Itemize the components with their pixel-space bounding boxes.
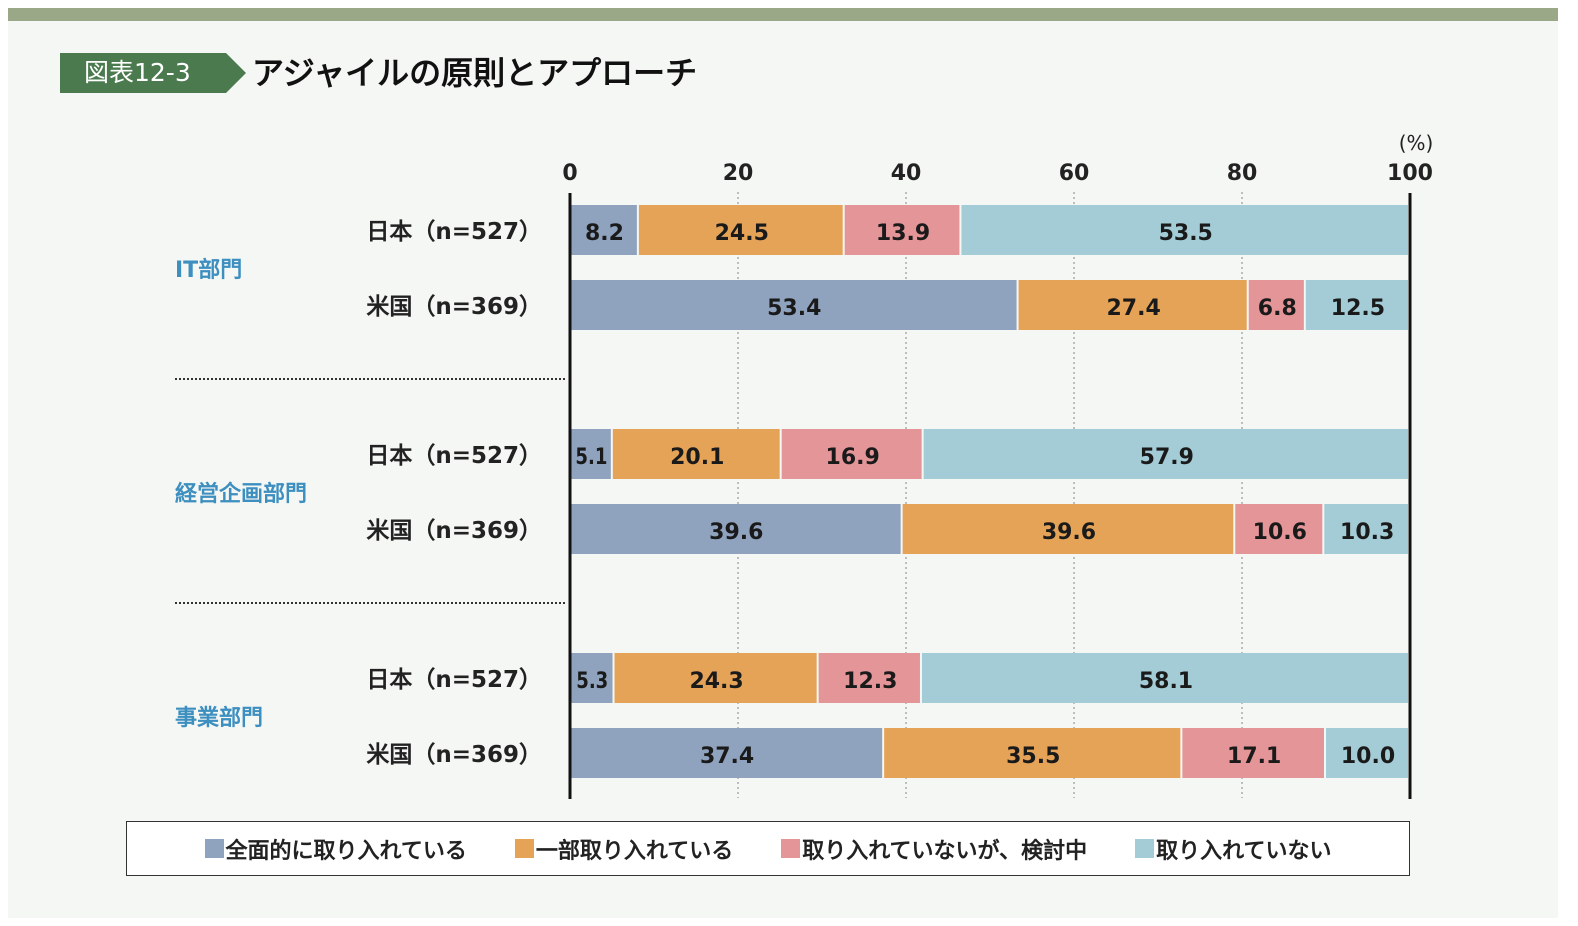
- row-label: 日本（n=527）: [366, 218, 542, 245]
- x-tick-label: 0: [562, 161, 577, 186]
- data-label: 12.3: [843, 669, 897, 694]
- bar-segment: [884, 728, 1181, 778]
- data-label: 10.0: [1341, 744, 1395, 769]
- data-label: 24.5: [715, 221, 769, 246]
- x-tick-label: 100: [1387, 161, 1433, 186]
- group-label: IT部門: [175, 257, 242, 283]
- legend-swatch: [514, 839, 534, 858]
- data-label: 39.6: [709, 520, 763, 545]
- legend: 全面的に取り入れている 一部取り入れている 取り入れていないが、検討中 取り入れていな…: [126, 821, 1410, 876]
- bar-segment: [781, 429, 922, 479]
- data-label: 17.1: [1227, 744, 1281, 769]
- tag-arrow-shape: [60, 53, 246, 93]
- row-label: 日本（n=527）: [366, 666, 542, 693]
- bar-segment: [570, 504, 901, 554]
- group-label: 経営企画部門: [175, 481, 307, 507]
- legend-label: 全面的に取り入れている: [225, 838, 467, 864]
- data-label: 24.3: [689, 669, 743, 694]
- bar-segment: [570, 280, 1017, 330]
- bar-segment: [844, 205, 960, 255]
- legend-item: 取り入れていない: [1135, 833, 1331, 865]
- data-label: 53.5: [1159, 221, 1213, 246]
- data-label: 27.4: [1106, 296, 1160, 321]
- data-label: 39.6: [1042, 520, 1096, 545]
- data-label: 10.3: [1340, 520, 1394, 545]
- bar-segment: [1324, 504, 1408, 554]
- bar-segment: [1305, 280, 1408, 330]
- data-label: 58.1: [1139, 669, 1193, 694]
- bar-segment: [638, 205, 843, 255]
- x-tick-label: 40: [891, 161, 922, 186]
- bar-segment: [1326, 728, 1408, 778]
- data-label: 5.3: [576, 669, 608, 694]
- bar-segment: [614, 653, 817, 703]
- legend-item: 一部取り入れている: [514, 833, 734, 865]
- figure-number-tag: 図表12-3: [60, 53, 246, 93]
- bar-segment: [961, 205, 1408, 255]
- bar-segment: [1248, 280, 1304, 330]
- x-tick-label: 80: [1227, 161, 1258, 186]
- data-label: 12.5: [1331, 296, 1385, 321]
- data-label: 8.2: [585, 221, 624, 246]
- bar-segment: [818, 653, 920, 703]
- bar-segment: [570, 205, 637, 255]
- row-label: 米国（n=369）: [366, 741, 542, 768]
- row-label: 米国（n=369）: [366, 517, 542, 544]
- data-label: 35.5: [1006, 744, 1060, 769]
- group-label: 事業部門: [175, 705, 263, 731]
- bar-segment: [902, 504, 1234, 554]
- legend-swatch: [781, 839, 801, 858]
- figure-number: 図表12-3: [84, 58, 191, 87]
- legend-label: 取り入れていないが、検討中: [802, 838, 1088, 864]
- bar-segment: [570, 728, 883, 778]
- bar-segment: [612, 429, 780, 479]
- data-label: 37.4: [700, 744, 754, 769]
- bar-segment: [570, 653, 613, 703]
- data-label: 20.1: [670, 445, 724, 470]
- data-label: 16.9: [826, 445, 880, 470]
- x-tick-label: 20: [723, 161, 754, 186]
- bar-segment: [1235, 504, 1323, 554]
- bar-segment: [570, 429, 611, 479]
- top-band: [8, 8, 1558, 21]
- data-label: 53.4: [767, 296, 821, 321]
- data-label: 5.1: [575, 445, 607, 470]
- bar-segment: [921, 653, 1408, 703]
- bar-segment: [1018, 280, 1247, 330]
- legend-swatch: [1135, 839, 1155, 858]
- legend-label: 一部取り入れている: [535, 838, 734, 864]
- row-label: 米国（n=369）: [366, 293, 542, 320]
- bar-segment: [923, 429, 1408, 479]
- chart-title: アジャイルの原則とアプローチ: [252, 54, 698, 92]
- data-label: 13.9: [876, 221, 930, 246]
- row-label: 日本（n=527）: [366, 442, 542, 469]
- unit-label: (%): [1399, 131, 1434, 155]
- legend-swatch: [204, 839, 224, 858]
- data-label: 10.6: [1253, 520, 1307, 545]
- data-label: 6.8: [1258, 296, 1297, 321]
- legend-item: 全面的に取り入れている: [204, 833, 467, 865]
- legend-label: 取り入れていない: [1156, 838, 1332, 864]
- bar-segment: [1182, 728, 1324, 778]
- data-label: 57.9: [1140, 445, 1194, 470]
- legend-item: 取り入れていないが、検討中: [781, 833, 1087, 865]
- x-tick-label: 60: [1059, 161, 1090, 186]
